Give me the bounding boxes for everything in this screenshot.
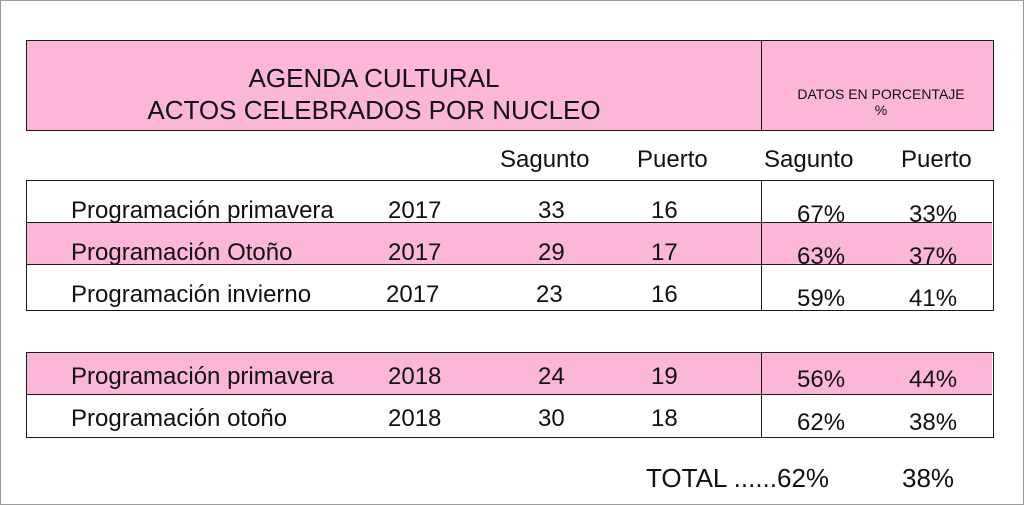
puerto-percent: 44% <box>909 366 958 393</box>
puerto-count: 17 <box>651 239 678 266</box>
program-name: Programación invierno <box>71 281 312 308</box>
puerto-count: 18 <box>651 405 678 432</box>
program-year: 2018 <box>388 363 442 390</box>
program-name: Programación primavera <box>71 197 334 224</box>
sagunto-count: 24 <box>538 363 565 390</box>
puerto-percent: 33% <box>909 201 958 228</box>
puerto-count: 16 <box>651 281 678 308</box>
puerto-percent: 37% <box>909 243 958 270</box>
percent-header-line-1: DATOS EN PORCENTAJE <box>797 86 965 102</box>
table-row: Programación primavera 2017 33 16 67% 33… <box>27 181 992 227</box>
table-row: Programación primavera 2018 24 19 56% 44… <box>27 353 992 395</box>
col-header-sagunto-pct: Sagunto <box>764 146 854 173</box>
sagunto-percent: 63% <box>797 243 846 270</box>
program-name: Programación Otoño <box>71 239 293 266</box>
program-year: 2017 <box>386 281 440 308</box>
table-group-2017: Programación primavera 2017 33 16 67% 33… <box>26 180 994 311</box>
table-row: Programación Otoño 2017 29 17 63% 37% <box>27 223 992 269</box>
program-name: Programación otoño <box>71 405 288 432</box>
program-year: 2018 <box>388 405 442 432</box>
program-year: 2017 <box>388 239 442 266</box>
sagunto-count: 29 <box>538 239 565 266</box>
puerto-count: 19 <box>651 363 678 390</box>
title-divider <box>761 41 762 130</box>
sagunto-count: 33 <box>538 197 565 224</box>
title-line-2: ACTOS CELEBRADOS POR NUCLEO <box>147 95 601 125</box>
sagunto-percent: 56% <box>797 366 846 393</box>
percent-header-line-2: % <box>874 102 888 118</box>
program-name: Programación primavera <box>71 363 334 390</box>
program-year: 2017 <box>388 197 442 224</box>
puerto-percent: 41% <box>909 285 958 312</box>
sagunto-percent: 62% <box>797 409 846 436</box>
puerto-percent: 38% <box>909 409 958 436</box>
total-label: TOTAL ......62% <box>646 463 830 493</box>
col-header-puerto: Puerto <box>637 146 708 173</box>
table-row: Programación invierno 2017 23 16 59% 41% <box>27 267 992 312</box>
total-puerto-percent: 38% <box>902 463 955 493</box>
sagunto-count: 23 <box>536 281 563 308</box>
percent-divider <box>761 353 762 437</box>
sagunto-percent: 67% <box>797 201 846 228</box>
sagunto-percent: 59% <box>797 285 846 312</box>
table-row: Programación otoño 2018 30 18 62% 38% <box>27 395 992 437</box>
title-box: AGENDA CULTURAL ACTOS CELEBRADOS POR NUC… <box>26 40 994 131</box>
title-line-1: AGENDA CULTURAL <box>248 63 500 93</box>
percent-divider <box>761 181 762 310</box>
col-header-puerto-pct: Puerto <box>901 146 972 173</box>
col-header-sagunto: Sagunto <box>500 146 590 173</box>
table-group-2018: Programación primavera 2018 24 19 56% 44… <box>26 352 994 438</box>
sagunto-count: 30 <box>538 405 565 432</box>
puerto-count: 16 <box>651 197 678 224</box>
